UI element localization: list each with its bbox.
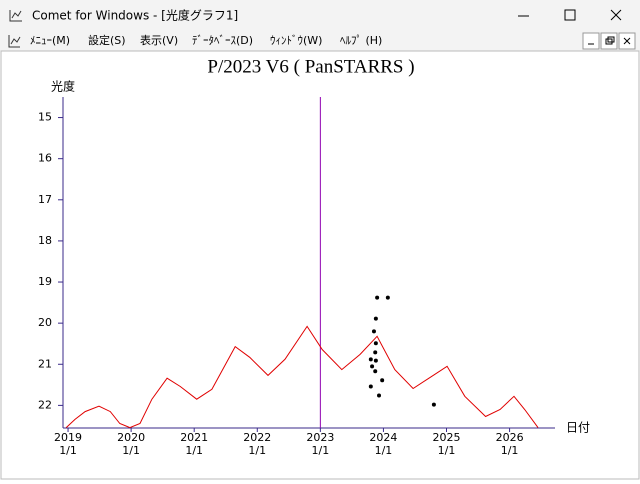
x-tick-sublabel: 1/1 (438, 444, 456, 457)
observation-point (380, 378, 385, 383)
y-tick-label: 20 (38, 316, 52, 329)
doc-icon (8, 35, 21, 48)
plot (65, 295, 539, 428)
observation-point (368, 357, 373, 362)
magnitude-curve (65, 325, 539, 428)
menu-item[interactable]: 表示(V) (140, 33, 178, 47)
y-tick-label: 22 (38, 398, 52, 411)
observation-point (373, 350, 378, 355)
x-tick-sublabel: 1/1 (59, 444, 77, 457)
x-tick-label: 2023 (306, 431, 334, 444)
mdi-buttons (582, 32, 636, 50)
observation-point (385, 295, 390, 300)
observation-point (373, 316, 378, 321)
x-tick-sublabel: 1/1 (312, 444, 330, 457)
y-tick-label: 17 (38, 193, 52, 206)
menu-item[interactable]: ﾒﾆｭｰ(M) (30, 34, 70, 47)
x-tick-label: 2024 (369, 431, 397, 444)
x-tick-sublabel: 1/1 (375, 444, 393, 457)
observation-point (370, 364, 375, 369)
x-tick-label: 2020 (117, 431, 145, 444)
y-axis-label: 光度 (51, 79, 75, 94)
observation-point (368, 384, 373, 389)
observation-point (375, 295, 380, 300)
mdi-restore[interactable] (600, 32, 618, 50)
x-tick-label: 2021 (180, 431, 208, 444)
x-tick-sublabel: 1/1 (185, 444, 203, 457)
mdi-glyphs (588, 36, 631, 45)
menu: ﾒﾆｭｰ(M) 設定(S) 表示(V) ﾃﾞｰﾀﾍﾞｰｽ(D) ｳｨﾝﾄﾞｳ(W) ﾍﾙﾌ… (30, 33, 382, 47)
chart-title: P/2023 V6 ( PanSTARRS ) (207, 56, 414, 77)
observation-point (431, 402, 436, 407)
menu-item[interactable]: 設定(S) (88, 33, 126, 47)
y-tick-label: 18 (38, 234, 52, 247)
menu-bar (0, 32, 640, 51)
window-title: Comet for Windows - [光度グラフ1] (32, 8, 238, 23)
y-tick-label: 21 (38, 357, 52, 370)
x-tick-label: 2022 (243, 431, 271, 444)
y-tick-label: 19 (38, 275, 52, 288)
x-axis-label: 日付 (566, 421, 590, 435)
y-tick-label: 16 (38, 152, 52, 165)
observation-point (373, 341, 378, 346)
menu-item[interactable]: ﾃﾞｰﾀﾍﾞｰｽ(D) (192, 34, 253, 47)
close-button[interactable] (610, 9, 622, 21)
x-tick-label: 2025 (433, 431, 461, 444)
x-tick-sublabel: 1/1 (248, 444, 266, 457)
x-tick-label: 2026 (496, 431, 524, 444)
observation-point (373, 358, 378, 363)
observation-point (373, 369, 378, 374)
app-icon (9, 10, 22, 22)
x-tick-label: 2019 (54, 431, 82, 444)
mdi-minimize[interactable] (582, 32, 600, 50)
observation-point (371, 329, 376, 334)
y-tick-label: 15 (38, 111, 52, 124)
maximize-button[interactable] (564, 9, 576, 21)
title-bar (0, 0, 640, 32)
x-tick-sublabel: 1/1 (122, 444, 140, 457)
menu-item[interactable]: ｳｨﾝﾄﾞｳ(W) (270, 34, 322, 47)
x-tick-sublabel: 1/1 (501, 444, 519, 457)
observation-point (377, 393, 382, 398)
menu-item[interactable]: ﾍﾙﾌﾟ (H) (340, 34, 382, 47)
